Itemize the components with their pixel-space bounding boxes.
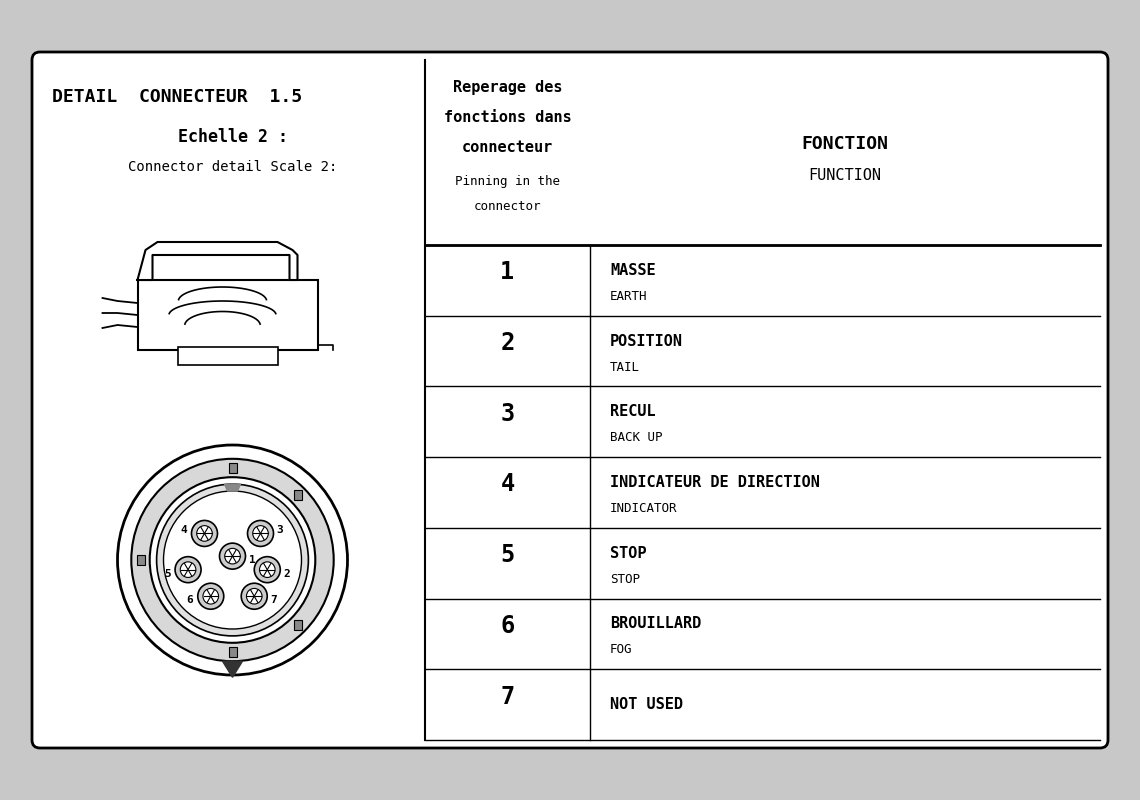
Text: POSITION: POSITION	[610, 334, 683, 349]
Circle shape	[180, 562, 196, 578]
Bar	[294, 620, 302, 630]
Text: fonctions dans: fonctions dans	[443, 110, 571, 125]
Text: 1: 1	[249, 555, 255, 565]
Text: connecteur: connecteur	[462, 140, 553, 155]
Text: FUNCTION: FUNCTION	[808, 168, 881, 183]
Text: TAIL: TAIL	[610, 361, 640, 374]
Text: 4: 4	[500, 473, 514, 497]
Text: INDICATOR: INDICATOR	[610, 502, 677, 515]
Text: 7: 7	[270, 595, 277, 605]
Bar	[138, 280, 318, 350]
Text: 3: 3	[277, 525, 284, 534]
Text: Echelle 2 :: Echelle 2 :	[178, 128, 287, 146]
Bar	[137, 555, 145, 565]
Text: NOT USED: NOT USED	[610, 697, 683, 712]
Polygon shape	[138, 242, 298, 280]
Circle shape	[131, 459, 334, 661]
Circle shape	[197, 526, 212, 542]
Text: STOP: STOP	[610, 573, 640, 586]
Circle shape	[247, 521, 274, 546]
Text: STOP: STOP	[610, 546, 646, 561]
Polygon shape	[225, 484, 241, 491]
Text: 1: 1	[500, 260, 514, 284]
Circle shape	[117, 445, 348, 675]
Circle shape	[197, 583, 223, 610]
Circle shape	[203, 589, 219, 604]
Circle shape	[163, 491, 301, 629]
Circle shape	[225, 548, 241, 564]
Text: Connector detail Scale 2:: Connector detail Scale 2:	[128, 160, 337, 174]
Text: FONCTION: FONCTION	[801, 135, 888, 153]
Text: 3: 3	[500, 402, 514, 426]
Circle shape	[220, 543, 245, 569]
Polygon shape	[222, 661, 243, 678]
Text: 7: 7	[500, 685, 514, 709]
Text: 2: 2	[284, 569, 291, 578]
Text: 6: 6	[187, 595, 194, 605]
Text: Reperage des: Reperage des	[453, 80, 562, 95]
Text: INDICATEUR DE DIRECTION: INDICATEUR DE DIRECTION	[610, 475, 820, 490]
FancyBboxPatch shape	[32, 52, 1108, 748]
Text: 6: 6	[500, 614, 514, 638]
Text: connector: connector	[474, 200, 542, 213]
Text: 2: 2	[500, 331, 514, 355]
Text: 5: 5	[500, 543, 514, 567]
Circle shape	[192, 521, 218, 546]
Circle shape	[149, 477, 316, 643]
Circle shape	[260, 562, 275, 578]
Bar	[294, 490, 302, 500]
Circle shape	[253, 526, 268, 542]
Bar	[178, 347, 277, 365]
Text: DETAIL  CONNECTEUR  1.5: DETAIL CONNECTEUR 1.5	[52, 88, 302, 106]
Text: BACK UP: BACK UP	[610, 431, 662, 444]
Text: Pinning in the: Pinning in the	[455, 175, 560, 188]
Text: 4: 4	[180, 525, 187, 534]
Circle shape	[242, 583, 267, 610]
Text: EARTH: EARTH	[610, 290, 648, 303]
Circle shape	[156, 484, 309, 636]
Bar	[228, 647, 236, 657]
Text: 5: 5	[164, 569, 171, 578]
Text: FOG: FOG	[610, 643, 633, 657]
Text: RECUL: RECUL	[610, 404, 656, 419]
Bar	[228, 463, 236, 473]
Circle shape	[176, 557, 201, 582]
Circle shape	[246, 589, 262, 604]
Text: BROUILLARD: BROUILLARD	[610, 617, 701, 631]
Circle shape	[254, 557, 280, 582]
Text: MASSE: MASSE	[610, 263, 656, 278]
